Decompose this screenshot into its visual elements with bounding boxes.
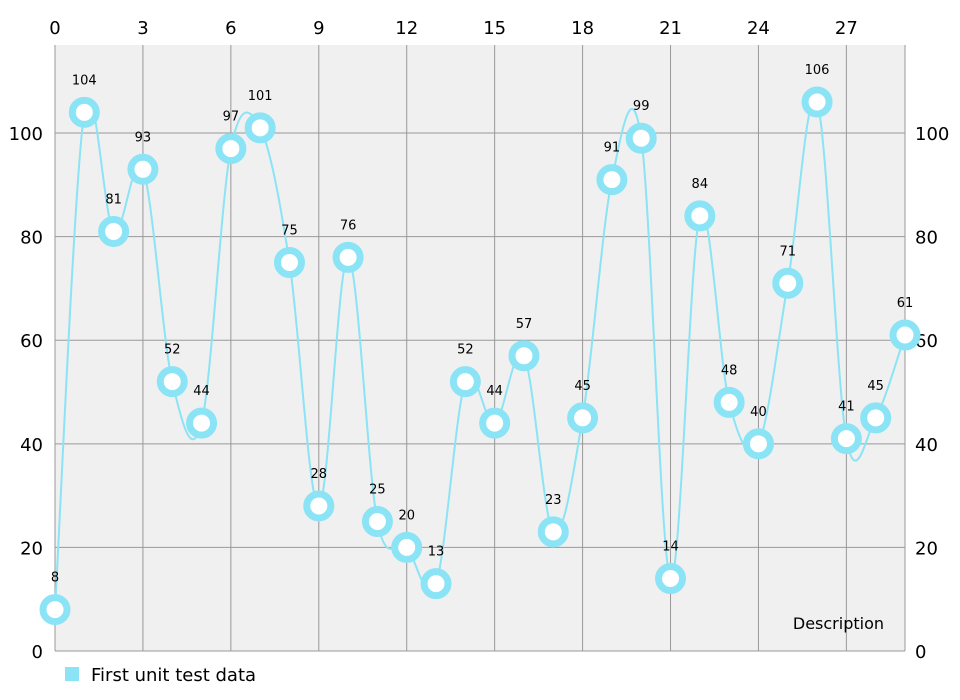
data-label: 44 (486, 384, 503, 399)
y-tick-label-left: 100 (9, 124, 43, 145)
data-label: 48 (721, 363, 738, 378)
data-label: 28 (311, 467, 328, 482)
y-tick-label-left: 60 (20, 331, 43, 352)
data-label: 75 (281, 224, 298, 239)
data-label: 44 (193, 384, 210, 399)
data-label: 20 (398, 508, 415, 523)
data-point (215, 133, 247, 165)
data-label: 13 (428, 545, 445, 560)
data-label: 52 (457, 343, 474, 358)
data-label: 97 (223, 110, 240, 125)
data-point (303, 490, 335, 522)
data-label: 25 (369, 483, 386, 498)
x-tick-label: 24 (747, 18, 770, 39)
x-axis-ticks: 0 3 6 9 12 15 18 21 24 27 (49, 18, 858, 39)
x-tick-label: 0 (49, 18, 60, 39)
data-point (830, 423, 862, 455)
data-point (655, 562, 687, 594)
y-axis-left-ticks: 0 20 40 60 80 100 (9, 124, 43, 663)
data-label: 14 (662, 539, 679, 554)
data-point (625, 122, 657, 154)
data-label: 91 (604, 141, 621, 156)
data-point (332, 241, 364, 273)
data-points (39, 86, 921, 626)
y-tick-label-right: 60 (915, 331, 938, 352)
data-point (596, 164, 628, 196)
data-label: 40 (750, 405, 767, 420)
data-point (273, 247, 305, 279)
y-tick-label-left: 40 (20, 435, 43, 456)
value-labels: 8 104 81 93 52 44 97 101 75 28 76 25 20 13 52 44 57 23 45 9… (51, 63, 913, 586)
data-label: 41 (838, 400, 855, 415)
data-label: 106 (805, 63, 830, 78)
data-point (68, 96, 100, 128)
data-point (713, 386, 745, 418)
data-point (449, 366, 481, 398)
data-label: 71 (779, 244, 796, 259)
x-tick-label: 27 (835, 18, 858, 39)
x-tick-label: 12 (395, 18, 418, 39)
y-tick-label-right: 40 (915, 435, 938, 456)
data-label: 23 (545, 493, 562, 508)
data-point (772, 267, 804, 299)
data-label: 45 (574, 379, 591, 394)
data-point (742, 428, 774, 460)
x-tick-label: 9 (313, 18, 324, 39)
data-label: 93 (135, 130, 152, 145)
plot-area (55, 45, 905, 651)
legend: First unit test data (65, 665, 256, 686)
data-label: 8 (51, 571, 59, 586)
y-tick-label-right: 80 (915, 228, 938, 249)
x-tick-label: 6 (225, 18, 236, 39)
data-label: 76 (340, 218, 357, 233)
x-tick-label: 18 (571, 18, 594, 39)
data-label: 101 (248, 89, 273, 104)
data-point (801, 86, 833, 118)
data-point (567, 402, 599, 434)
y-tick-label-left: 20 (20, 538, 43, 559)
y-tick-label-right: 100 (915, 124, 949, 145)
data-point (361, 506, 393, 538)
data-point (479, 407, 511, 439)
y-tick-label-right: 0 (915, 642, 926, 663)
data-point (39, 594, 71, 626)
data-point (889, 319, 921, 351)
legend-label: First unit test data (91, 665, 256, 686)
data-label: 84 (692, 177, 709, 192)
x-tick-label: 15 (483, 18, 506, 39)
x-tick-label: 3 (137, 18, 148, 39)
data-point (537, 516, 569, 548)
y-tick-label-left: 80 (20, 228, 43, 249)
chart-description: Description (793, 614, 884, 633)
y-tick-label-right: 20 (915, 538, 938, 559)
data-point (684, 200, 716, 232)
data-point (244, 112, 276, 144)
data-point (156, 366, 188, 398)
data-label: 61 (897, 296, 914, 311)
data-point (391, 531, 423, 563)
data-point (127, 153, 159, 185)
data-point (860, 402, 892, 434)
data-point (186, 407, 218, 439)
data-label: 104 (72, 73, 97, 88)
x-tick-label: 21 (659, 18, 682, 39)
data-label: 81 (105, 192, 122, 207)
y-axis-right-ticks: 0 20 40 60 80 100 (915, 124, 949, 663)
data-label: 45 (867, 379, 884, 394)
data-label: 57 (516, 317, 533, 332)
data-label: 99 (633, 99, 650, 114)
data-label: 52 (164, 343, 181, 358)
data-point (508, 340, 540, 372)
data-point (98, 215, 130, 247)
y-tick-label-left: 0 (32, 642, 43, 663)
data-point (420, 568, 452, 600)
legend-swatch (65, 667, 79, 681)
